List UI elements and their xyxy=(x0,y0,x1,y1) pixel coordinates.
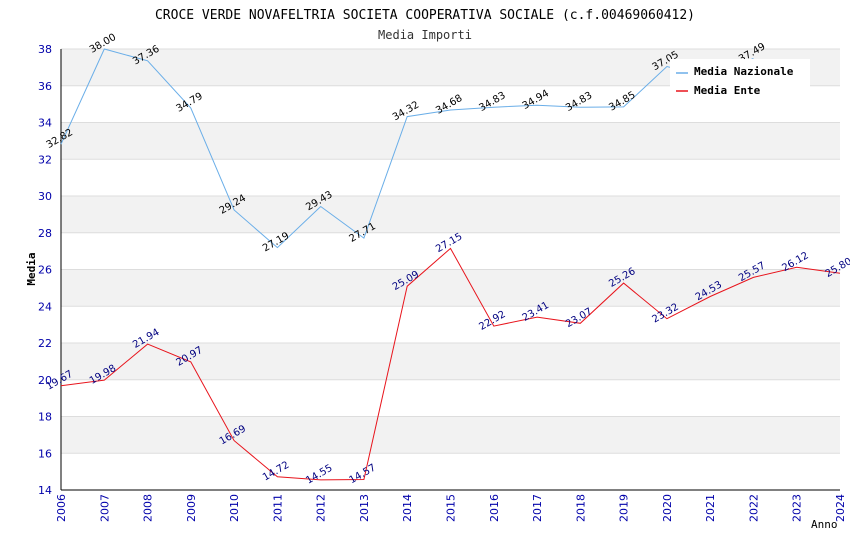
grid-band xyxy=(61,122,840,160)
y-tick-label: 36 xyxy=(38,80,52,93)
x-tick-label: 2023 xyxy=(791,494,804,522)
y-axis-label: Media xyxy=(25,252,38,285)
x-tick-label: 2013 xyxy=(358,494,371,522)
x-tick-label: 2012 xyxy=(315,494,328,522)
x-tick-label: 2006 xyxy=(55,494,68,522)
x-axis-ticks: 2006 2007 2008 2009 2010 2011 2012 2013 2014 2015… xyxy=(55,494,847,522)
grid-band xyxy=(61,379,840,417)
legend: Media Nazionale Media Ente xyxy=(670,59,810,103)
legend-box xyxy=(670,59,810,103)
legend-label-nazionale: Media Nazionale xyxy=(694,65,794,78)
y-tick-label: 32 xyxy=(38,153,52,166)
legend-label-ente: Media Ente xyxy=(694,84,761,97)
x-tick-label: 2007 xyxy=(98,494,111,522)
x-tick-label: 2010 xyxy=(228,494,241,522)
x-tick-label: 2018 xyxy=(574,494,587,522)
x-tick-label: 2022 xyxy=(747,494,760,522)
x-tick-label: 2015 xyxy=(445,494,458,522)
x-tick-label: 2020 xyxy=(661,494,674,522)
grid-band xyxy=(61,159,840,196)
grid-band xyxy=(61,453,840,490)
x-tick-label: 2009 xyxy=(185,494,198,522)
x-axis-label: Anno xyxy=(811,518,838,531)
y-tick-label: 24 xyxy=(38,300,52,313)
x-tick-label: 2017 xyxy=(531,494,544,522)
y-tick-label: 26 xyxy=(38,264,52,277)
grid-band xyxy=(61,269,840,307)
y-tick-label: 18 xyxy=(38,411,52,424)
y-axis-ticks: 14 16 18 20 22 24 26 28 30 32 34 36 38 xyxy=(38,43,52,497)
x-tick-label: 2021 xyxy=(704,494,717,522)
y-tick-label: 14 xyxy=(38,484,52,497)
y-tick-label: 30 xyxy=(38,190,52,203)
y-tick-label: 16 xyxy=(38,447,52,460)
grid-band xyxy=(61,232,840,270)
grid-band xyxy=(61,416,840,454)
axes xyxy=(60,49,840,491)
x-tick-label: 2016 xyxy=(488,494,501,522)
series-line-ente xyxy=(60,247,841,481)
y-tick-label: 38 xyxy=(38,43,52,56)
x-tick-label: 2019 xyxy=(618,494,631,522)
series-lines xyxy=(60,48,841,481)
x-tick-label: 2011 xyxy=(271,494,284,522)
plot-background xyxy=(61,48,840,491)
grid-band xyxy=(61,306,840,343)
y-tick-label: 28 xyxy=(38,227,52,240)
x-tick-label: 2014 xyxy=(401,494,414,522)
y-tick-label: 22 xyxy=(38,337,52,350)
series-line-nazionale xyxy=(60,48,754,249)
chart-subtitle: Media Importi xyxy=(378,28,472,42)
y-tick-label: 34 xyxy=(38,117,52,130)
y-tick-label: 20 xyxy=(38,374,52,387)
x-tick-label: 2008 xyxy=(142,494,155,522)
chart-title: CROCE VERDE NOVAFELTRIA SOCIETA COOPERAT… xyxy=(155,8,695,23)
x-tick-label: 2024 xyxy=(834,494,847,522)
grid-band xyxy=(61,196,840,233)
